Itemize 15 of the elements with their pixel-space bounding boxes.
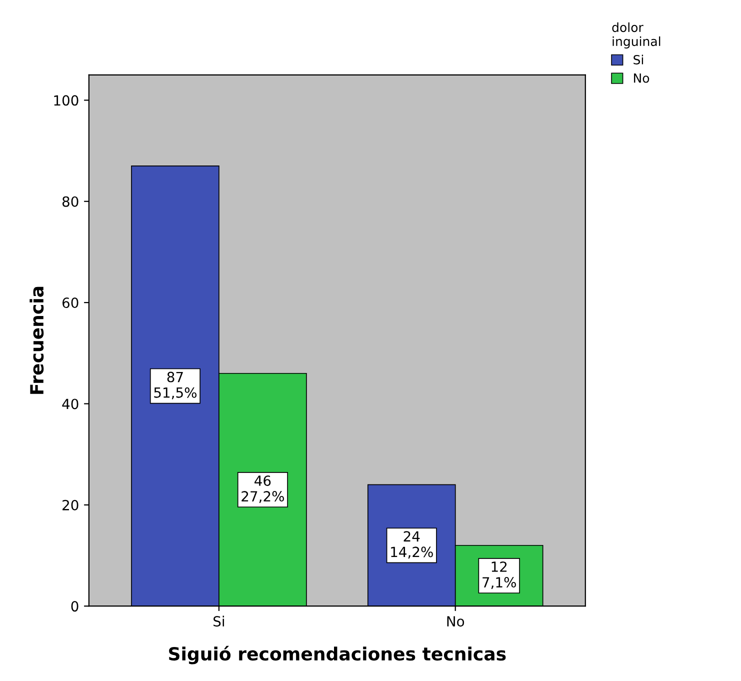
data-label: 12 7,1% — [482, 561, 516, 589]
data-label: 46 27,2% — [242, 475, 284, 503]
y-tick-label: 40 — [62, 398, 78, 410]
data-label: 24 14,2% — [391, 531, 433, 559]
y-tick-label: 80 — [62, 196, 78, 207]
y-axis-title: Frecuencia — [30, 286, 44, 394]
data-label: 87 51,5% — [154, 372, 197, 400]
y-tick-label: 60 — [62, 298, 78, 308]
legend-title: dolor inguinal — [612, 22, 660, 49]
x-axis-title: Siguió recomendaciones tecnicas — [169, 646, 506, 664]
y-tick-label: 20 — [62, 500, 78, 510]
legend-label: No — [634, 74, 650, 83]
legend-label: Si — [634, 54, 644, 64]
y-tick-label: 0 — [71, 601, 78, 612]
y-tick-label: 100 — [54, 95, 78, 106]
